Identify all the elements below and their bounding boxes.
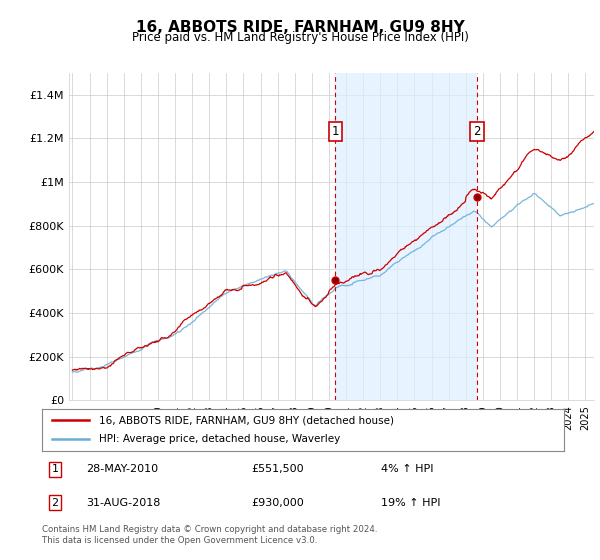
Text: 1: 1 [52, 464, 59, 474]
Text: 19% ↑ HPI: 19% ↑ HPI [382, 498, 441, 508]
Text: 2: 2 [473, 125, 481, 138]
Text: 28-MAY-2010: 28-MAY-2010 [86, 464, 158, 474]
Bar [335, 73, 477, 400]
Text: 2: 2 [52, 498, 59, 508]
Text: £551,500: £551,500 [251, 464, 304, 474]
Text: £930,000: £930,000 [251, 498, 304, 508]
Text: Contains HM Land Registry data © Crown copyright and database right 2024.
This d: Contains HM Land Registry data © Crown c… [42, 525, 377, 545]
Text: 4% ↑ HPI: 4% ↑ HPI [382, 464, 434, 474]
Text: 1: 1 [332, 125, 339, 138]
Text: 16, ABBOTS RIDE, FARNHAM, GU9 8HY: 16, ABBOTS RIDE, FARNHAM, GU9 8HY [136, 20, 464, 35]
Text: 31-AUG-2018: 31-AUG-2018 [86, 498, 161, 508]
Text: 16, ABBOTS RIDE, FARNHAM, GU9 8HY (detached house): 16, ABBOTS RIDE, FARNHAM, GU9 8HY (detac… [100, 415, 394, 425]
Text: Price paid vs. HM Land Registry's House Price Index (HPI): Price paid vs. HM Land Registry's House … [131, 31, 469, 44]
Text: HPI: Average price, detached house, Waverley: HPI: Average price, detached house, Wave… [100, 435, 341, 445]
